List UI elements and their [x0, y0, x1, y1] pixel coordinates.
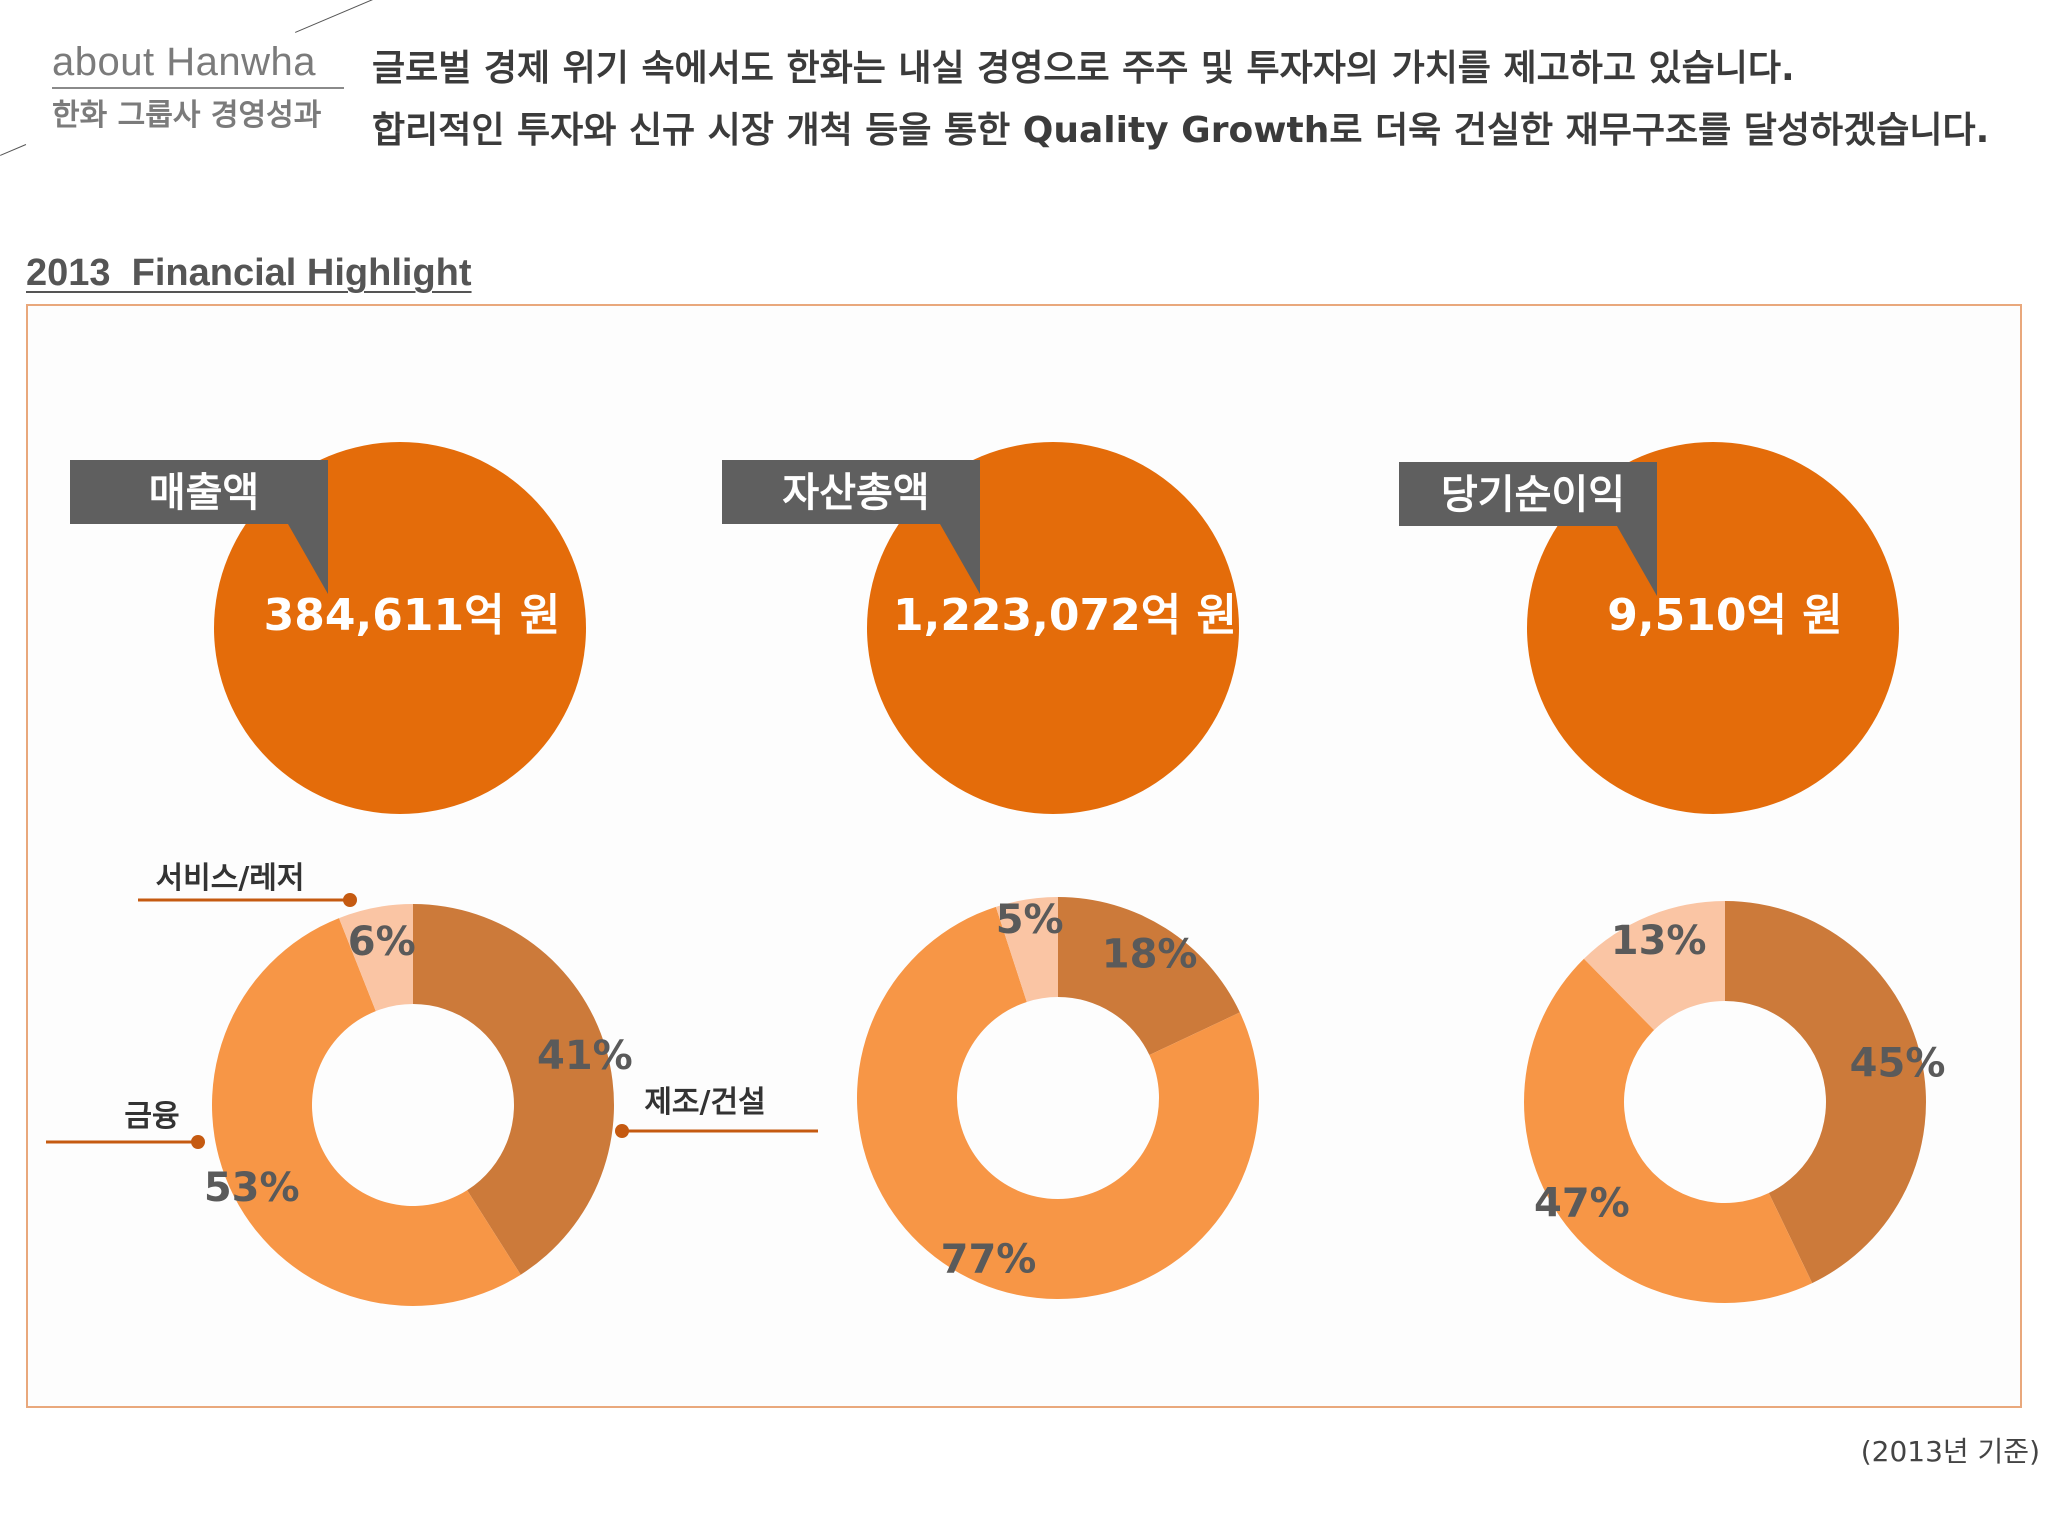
metric-total-value: 9,510억 원 — [1607, 590, 1842, 641]
slice-percent-label: 13% — [1611, 918, 1707, 964]
callout-service-label: 서비스/레저 — [156, 861, 305, 896]
slice-percent-label: 77% — [941, 1237, 1037, 1283]
callout-manufacturing-dot — [615, 1124, 629, 1138]
metric-total-value: 1,223,072억 원 — [893, 590, 1237, 641]
total-circle — [1527, 442, 1899, 814]
donut-slice-service — [1583, 901, 1725, 1031]
metric-label: 자산총액 — [782, 470, 929, 516]
slice-percent-label: 6% — [348, 919, 416, 965]
about-subtitle: 한화 그룹사 경영성과 — [52, 98, 322, 133]
footnote: (2013년 기준) — [1860, 1435, 2040, 1468]
slice-percent-label: 53% — [204, 1165, 300, 1211]
donut-slice-manufacturing — [1058, 897, 1240, 1055]
metric-label-box — [722, 460, 980, 594]
donut-slice-service — [339, 904, 413, 1012]
slice-percent-label: 45% — [1850, 1041, 1946, 1087]
slice-percent-label: 41% — [537, 1033, 633, 1079]
slice-percent-label: 47% — [1534, 1181, 1630, 1227]
metric-label: 매출액 — [149, 470, 259, 516]
callout-service-dot — [343, 893, 357, 907]
donut-slice-finance — [856, 906, 1259, 1299]
donut-slice-service — [995, 897, 1058, 1002]
callout-manufacturing-label: 제조/건설 — [644, 1085, 765, 1120]
metric-label-box — [1399, 462, 1657, 596]
intro-line-2: 합리적인 투자와 신규 시장 개척 등을 통한 Quality Growth로 … — [372, 110, 1990, 151]
donut-slice-manufacturing — [1725, 901, 1926, 1284]
donut-slice-manufacturing — [413, 904, 614, 1275]
metric-label: 당기순이익 — [1441, 472, 1625, 518]
about-hanwha-logo-text: about Hanwha — [52, 40, 316, 84]
metric-label-box — [70, 460, 328, 594]
callout-finance-label: 금융 — [124, 1099, 179, 1134]
metric-total-value: 384,611억 원 — [264, 590, 561, 641]
intro-text: 글로벌 경제 위기 속에서도 한화는 내실 경영으로 주주 및 투자자의 가치를… — [372, 38, 1989, 162]
donut-slice-finance — [1523, 958, 1813, 1304]
slice-percent-label: 5% — [996, 897, 1064, 943]
donut-slice-finance — [212, 918, 521, 1306]
about-divider — [52, 87, 344, 89]
section-title: 2013 Financial Highlight — [26, 252, 472, 294]
callout-finance-dot — [191, 1135, 205, 1149]
slice-percent-label: 18% — [1102, 932, 1198, 978]
intro-line-1: 글로벌 경제 위기 속에서도 한화는 내실 경영으로 주주 및 투자자의 가치를… — [372, 48, 1795, 89]
